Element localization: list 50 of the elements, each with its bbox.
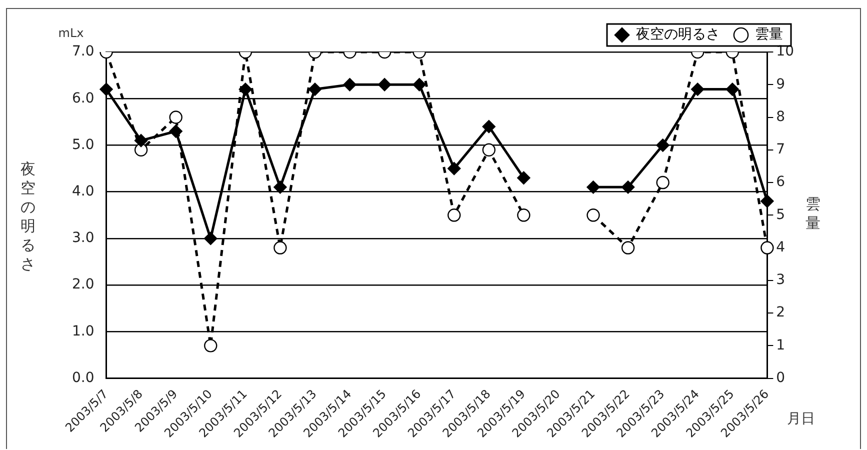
- y2-tick-label: 0: [776, 370, 786, 386]
- point: [726, 82, 739, 96]
- point: [448, 162, 461, 176]
- legend-label: 夜空の明るさ: [636, 26, 720, 43]
- y2-tick-label: 2: [776, 304, 786, 321]
- point: [204, 232, 218, 246]
- y-tick-label: 4.0: [72, 183, 94, 200]
- y2-tick-label: 6: [776, 174, 786, 190]
- text: mLx: [58, 26, 84, 40]
- point: [169, 124, 182, 138]
- y2-tick-label: 8: [776, 108, 786, 125]
- point: [308, 82, 322, 96]
- point: [482, 120, 496, 134]
- y-tick-label: 5.0: [72, 136, 94, 153]
- point: [586, 208, 600, 222]
- point: [274, 241, 287, 254]
- point: [656, 138, 670, 152]
- point: [517, 208, 530, 222]
- point: [412, 78, 426, 92]
- legend-label: 雲量: [755, 26, 783, 43]
- point: [621, 180, 635, 194]
- y2-tick-label: 1: [776, 337, 786, 354]
- point: [100, 82, 113, 96]
- y2-tick-label: 7: [776, 142, 786, 158]
- point: [586, 180, 600, 194]
- point: [656, 176, 670, 190]
- y2-axis-title: 雲量: [806, 195, 821, 232]
- y2-tick-label: 4: [776, 239, 786, 256]
- y-tick-label: 1.0: [72, 323, 94, 340]
- y2-tick-label: 5: [776, 206, 786, 223]
- y-tick-label: 6.0: [72, 90, 94, 106]
- point: [760, 241, 774, 254]
- point: [517, 171, 530, 184]
- y-tick-label: 7.0: [72, 44, 94, 60]
- point: [691, 82, 704, 96]
- y-tick-label: 2.0: [72, 276, 94, 293]
- point: [238, 82, 252, 96]
- y-tick-label: 0.0: [72, 370, 94, 386]
- point: [134, 134, 148, 148]
- point: [343, 78, 356, 92]
- y-tick-label: 3.0: [72, 230, 94, 246]
- point: [760, 194, 774, 208]
- x-axis-title: 月日: [787, 410, 816, 428]
- point: [378, 78, 392, 92]
- point: [448, 208, 461, 222]
- y2-tick-label: 9: [776, 76, 786, 92]
- point: [621, 241, 635, 254]
- y-axis-title: 夜空の明るさ: [20, 160, 36, 274]
- y2-tick-label: 3: [776, 272, 786, 288]
- point: [274, 180, 287, 194]
